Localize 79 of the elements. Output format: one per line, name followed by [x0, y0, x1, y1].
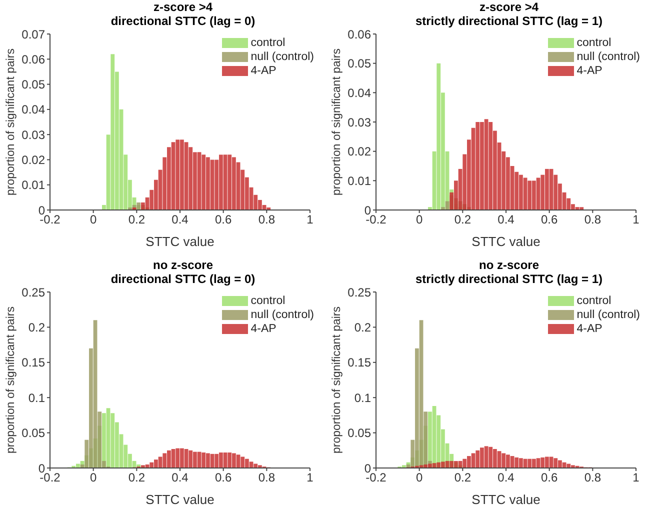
- y-tick-label: 0.02: [348, 144, 372, 159]
- legend-label: null (control): [576, 51, 640, 63]
- x-tick-label: 0.2: [454, 212, 472, 227]
- y-tick-label: 0.05: [348, 426, 372, 440]
- x-axis-title: STTC value: [472, 234, 540, 249]
- x-tick-label: 0.4: [498, 470, 515, 485]
- y-tick-label: 0.04: [22, 102, 46, 117]
- x-tick-label: 0.8: [258, 212, 276, 227]
- y-tick-label: 0.05: [22, 426, 46, 440]
- y-tick-label: 0: [38, 203, 46, 218]
- x-tick-label: 0.2: [128, 470, 146, 485]
- y-tick-label: 0.04: [348, 86, 372, 100]
- x-tick-label: 1: [306, 470, 314, 485]
- y-tick-label: 0.25: [348, 285, 372, 300]
- y-tick-label: 0.03: [348, 115, 372, 130]
- y-axis-title: proportion of significant pairs: [331, 306, 344, 454]
- x-tick-label: 0: [90, 470, 97, 485]
- y-tick-label: 0.1: [28, 390, 46, 405]
- y-tick-label: 0.15: [22, 356, 46, 370]
- y-tick-label: 0.1: [354, 390, 372, 405]
- x-tick-label: 0.8: [584, 470, 602, 485]
- x-tick-label: 0: [90, 212, 97, 227]
- x-tick-label: 0: [416, 470, 423, 485]
- x-tick-label: 1: [306, 212, 314, 227]
- x-tick-label: 0.8: [584, 212, 602, 227]
- chart-subtitle: strictly directional STTC (lag = 1): [414, 14, 604, 28]
- y-tick-label: 0: [38, 461, 46, 476]
- legend-label: null (control): [250, 309, 314, 321]
- chart-subtitle: directional STTC (lag = 0): [110, 272, 256, 286]
- y-axis-title: proportion of significant pairs: [331, 48, 344, 196]
- legend-label: control: [576, 37, 612, 49]
- x-tick-label: 0.8: [258, 470, 276, 485]
- chart-subtitle: directional STTC (lag = 0): [110, 14, 256, 28]
- y-tick-label: 0.01: [348, 174, 372, 188]
- chart-subtitle: strictly directional STTC (lag = 1): [414, 272, 604, 286]
- x-tick-label: 0.6: [214, 470, 232, 485]
- chart-title: no z-score: [152, 258, 214, 272]
- legend-label: control: [250, 37, 286, 49]
- legend-label: 4-AP: [576, 65, 602, 77]
- y-tick-label: 0.2: [28, 320, 46, 334]
- y-tick-label: 0.01: [22, 178, 46, 192]
- x-tick-label: 0.4: [172, 212, 189, 227]
- y-tick-label: 0.15: [348, 356, 372, 370]
- y-tick-label: 0.25: [22, 285, 46, 300]
- legend-label: 4-AP: [250, 323, 276, 335]
- legend-label: null (control): [250, 51, 314, 63]
- y-tick-label: 0.06: [22, 52, 46, 66]
- x-tick-label: 1: [632, 212, 640, 227]
- x-axis-title: STTC value: [146, 492, 214, 507]
- x-tick-label: 0: [416, 212, 423, 227]
- chart-title: no z-score: [478, 258, 540, 272]
- x-axis-title: STTC value: [472, 492, 540, 507]
- x-tick-label: 0.6: [214, 212, 232, 227]
- y-axis-title: proportion of significant pairs: [5, 306, 18, 454]
- chart-title: z-score >4: [478, 0, 540, 14]
- y-tick-label: 0.07: [22, 27, 46, 42]
- x-tick-label: 0.2: [454, 470, 472, 485]
- legend-label: 4-AP: [576, 323, 602, 335]
- x-tick-label: 0.4: [498, 212, 515, 227]
- x-tick-label: 1: [632, 470, 640, 485]
- y-tick-label: 0.05: [22, 78, 46, 92]
- x-tick-label: 0.6: [540, 212, 558, 227]
- y-tick-label: 0: [364, 461, 372, 476]
- legend-label: control: [576, 295, 612, 307]
- legend-label: control: [250, 295, 286, 307]
- y-tick-label: 0.03: [22, 128, 46, 142]
- y-tick-label: 0: [364, 203, 372, 218]
- y-tick-label: 0.02: [22, 152, 46, 167]
- x-tick-label: 0.2: [128, 212, 146, 227]
- legend-label: 4-AP: [250, 65, 276, 77]
- y-tick-label: 0.06: [348, 27, 372, 42]
- legend-label: null (control): [576, 309, 640, 321]
- x-tick-label: 0.6: [540, 470, 558, 485]
- y-axis-title: proportion of significant pairs: [5, 48, 18, 196]
- y-tick-label: 0.2: [354, 320, 372, 334]
- chart-title: z-score >4: [152, 0, 214, 14]
- x-tick-label: 0.4: [172, 470, 189, 485]
- y-tick-label: 0.05: [348, 56, 372, 71]
- x-axis-title: STTC value: [146, 234, 214, 249]
